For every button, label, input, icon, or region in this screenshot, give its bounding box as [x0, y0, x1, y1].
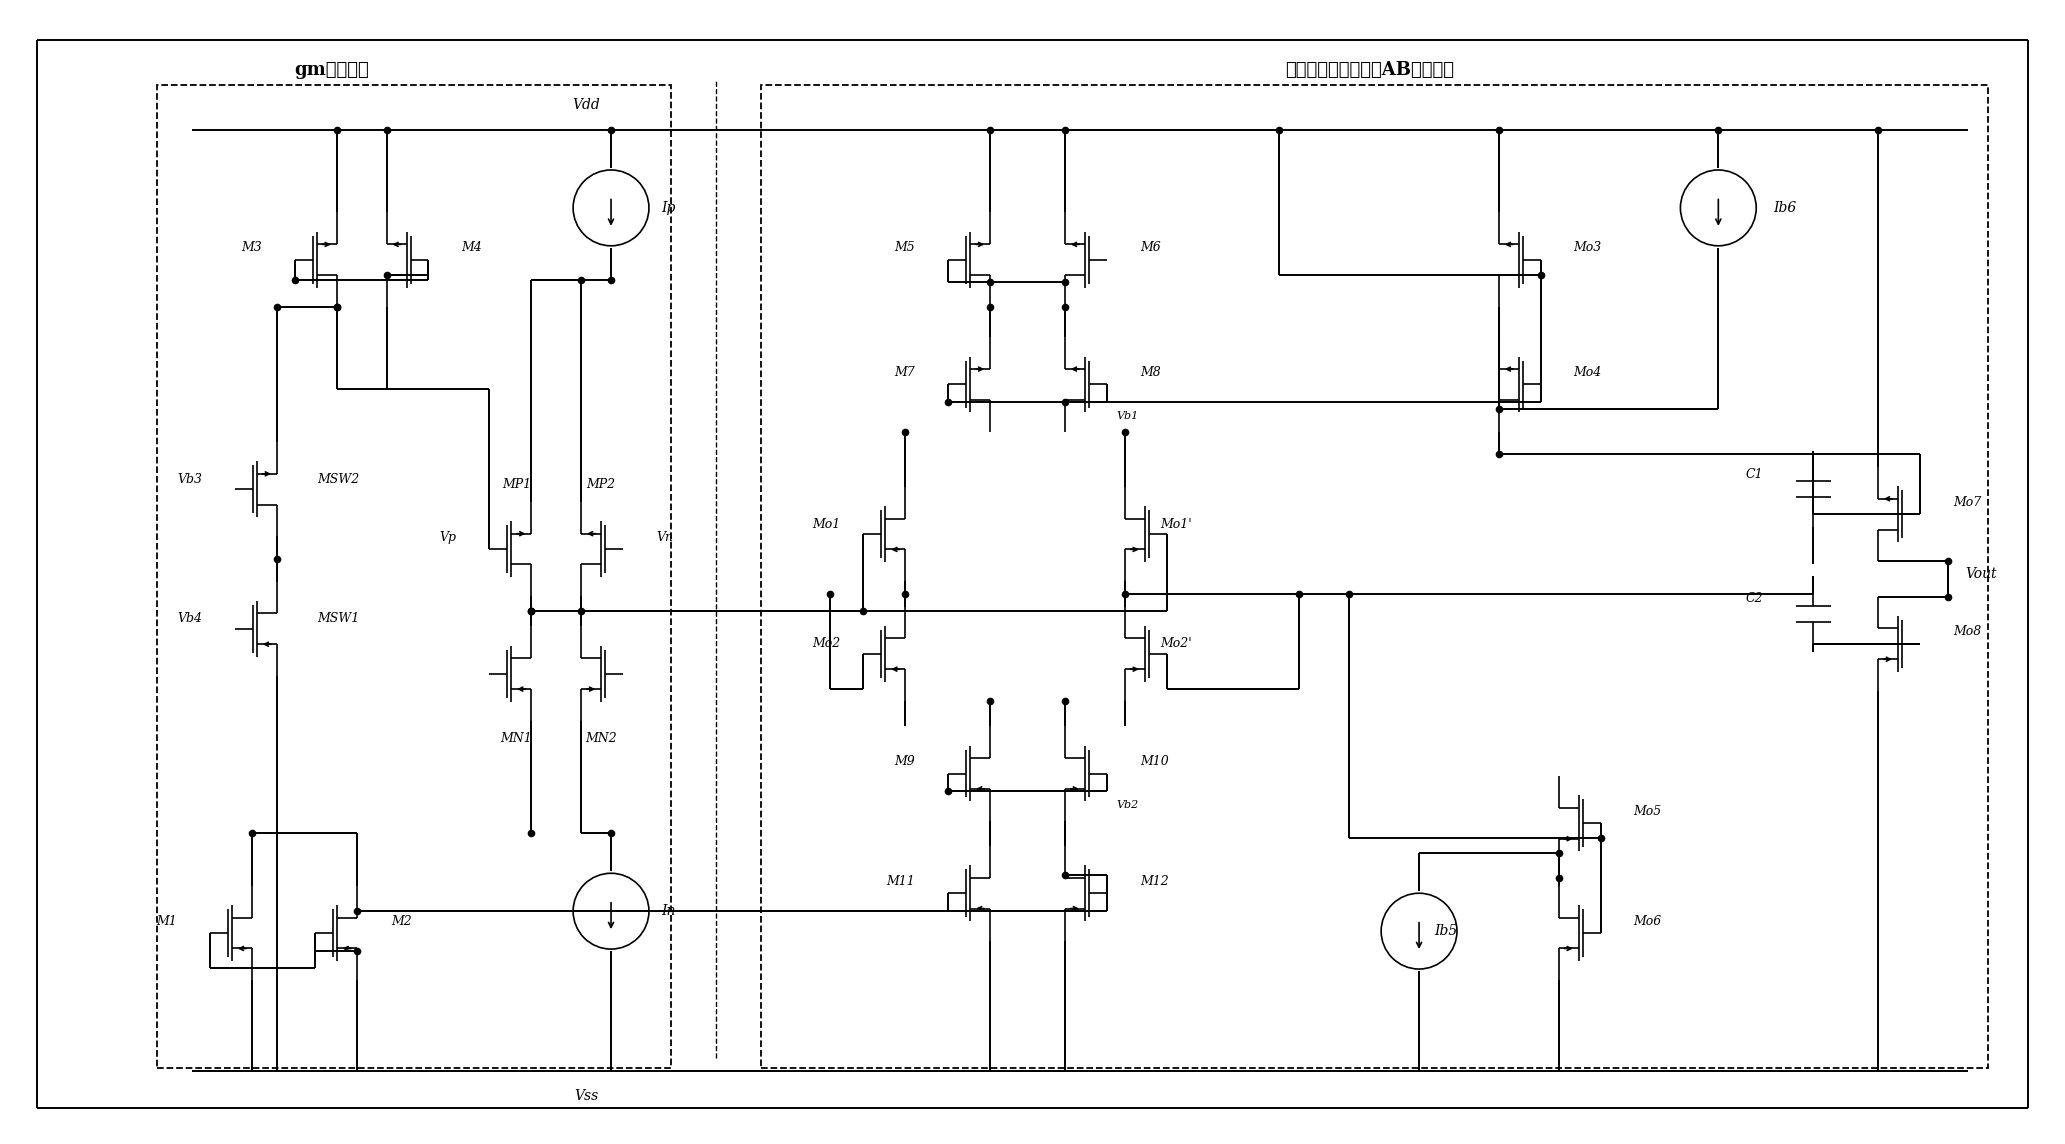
Text: Mo5: Mo5 — [1633, 805, 1662, 818]
Text: Vb3: Vb3 — [178, 472, 202, 486]
Text: M6: M6 — [1140, 241, 1161, 254]
Text: MSW1: MSW1 — [316, 612, 359, 626]
Text: Vb2: Vb2 — [1117, 801, 1140, 810]
Text: Mo3: Mo3 — [1574, 241, 1602, 254]
Text: MP2: MP2 — [586, 478, 615, 491]
Text: 与有源负载相结合的AB类输出级: 与有源负载相结合的AB类输出级 — [1284, 62, 1454, 79]
Text: M12: M12 — [1140, 875, 1169, 888]
Text: Vp: Vp — [440, 531, 456, 543]
Text: In: In — [661, 904, 675, 919]
Text: Mo1': Mo1' — [1161, 517, 1192, 531]
Text: M1: M1 — [157, 915, 178, 928]
Text: Vn: Vn — [657, 531, 673, 543]
Text: Mo7: Mo7 — [1953, 495, 1980, 509]
Text: Mo4: Mo4 — [1574, 366, 1602, 379]
Text: M3: M3 — [242, 241, 262, 254]
Text: C1: C1 — [1745, 468, 1764, 480]
Text: Vb1: Vb1 — [1117, 412, 1140, 421]
Bar — [157, 85, 671, 1067]
Text: Vout: Vout — [1966, 567, 1997, 581]
Text: M10: M10 — [1140, 755, 1169, 768]
Text: M5: M5 — [894, 241, 915, 254]
Text: Mo6: Mo6 — [1633, 915, 1662, 928]
Text: Mo2': Mo2' — [1161, 637, 1192, 650]
Text: Mo2: Mo2 — [812, 637, 840, 650]
Text: Ip: Ip — [661, 201, 675, 215]
Text: M7: M7 — [894, 366, 915, 379]
Text: Vdd: Vdd — [572, 98, 601, 112]
Text: gm控制电路: gm控制电路 — [295, 62, 370, 79]
Text: M4: M4 — [460, 241, 481, 254]
Text: M2: M2 — [392, 915, 413, 928]
Text: C2: C2 — [1745, 593, 1764, 605]
Text: Vb4: Vb4 — [178, 612, 202, 626]
Text: M8: M8 — [1140, 366, 1161, 379]
Text: M11: M11 — [886, 875, 915, 888]
Text: MN1: MN1 — [500, 732, 533, 745]
Text: Mo1: Mo1 — [812, 517, 840, 531]
Text: MP1: MP1 — [502, 478, 531, 491]
Text: Vss: Vss — [574, 1089, 599, 1103]
Text: Ib6: Ib6 — [1774, 201, 1797, 215]
Text: MSW2: MSW2 — [316, 472, 359, 486]
Text: Mo8: Mo8 — [1953, 626, 1980, 638]
Bar — [760, 85, 1989, 1067]
Text: Ib5: Ib5 — [1433, 924, 1458, 938]
Text: MN2: MN2 — [584, 732, 617, 745]
Text: M9: M9 — [894, 755, 915, 768]
